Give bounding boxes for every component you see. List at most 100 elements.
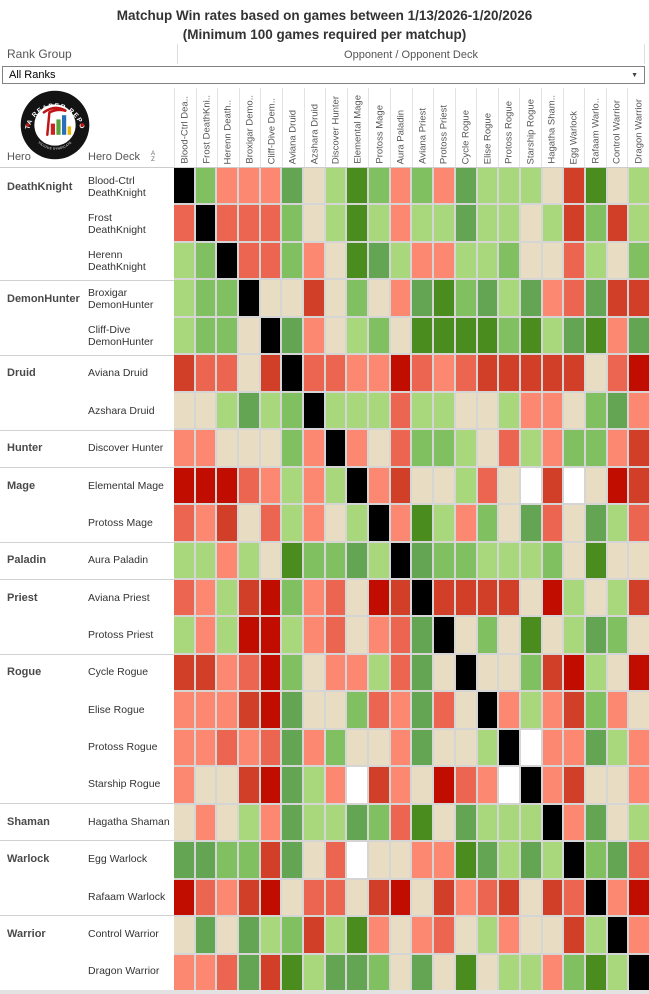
heatmap-cell[interactable] <box>455 879 476 916</box>
heatmap-cell[interactable] <box>390 842 411 878</box>
heatmap-cell[interactable] <box>174 430 194 466</box>
heatmap-cell[interactable] <box>607 917 628 953</box>
hero-deck-label[interactable]: Azshara Druid <box>88 404 155 417</box>
heatmap-cell[interactable] <box>434 879 454 916</box>
heatmap-cell[interactable] <box>239 392 259 429</box>
hero-label[interactable]: Rogue <box>7 666 42 679</box>
hero-deck-label[interactable]: Herenn DeathKnight <box>88 249 146 274</box>
hero-deck-label[interactable]: Blood-Ctrl DeathKnight <box>88 174 146 199</box>
heatmap-cell[interactable] <box>304 168 324 204</box>
heatmap-cell[interactable] <box>542 430 563 466</box>
heatmap-cell[interactable] <box>282 467 303 504</box>
heatmap-cell[interactable] <box>412 355 433 391</box>
heatmap-cell[interactable] <box>434 205 454 241</box>
heatmap-cell[interactable] <box>390 242 411 279</box>
heatmap-cell[interactable] <box>520 430 541 466</box>
heatmap-cell[interactable] <box>260 617 281 653</box>
heatmap-cell[interactable] <box>434 654 454 691</box>
heatmap-cell[interactable] <box>542 392 563 429</box>
hero-deck-label[interactable]: Elise Rogue <box>88 703 145 716</box>
heatmap-cell[interactable] <box>542 692 563 728</box>
heatmap-cell[interactable] <box>369 430 389 466</box>
heatmap-cell[interactable] <box>585 542 606 578</box>
opponent-deck-header[interactable]: Azshara Druid <box>303 88 326 167</box>
heatmap-cell[interactable] <box>434 280 454 316</box>
heatmap-cell[interactable] <box>369 729 389 766</box>
opponent-deck-header[interactable]: Protoss Rogue <box>497 88 520 167</box>
heatmap-cell[interactable] <box>607 804 628 841</box>
heatmap-cell[interactable] <box>499 355 519 391</box>
heatmap-cell[interactable] <box>455 467 476 504</box>
heatmap-cell[interactable] <box>260 804 281 841</box>
heatmap-cell[interactable] <box>239 954 259 990</box>
heatmap-cell[interactable] <box>174 280 194 316</box>
heatmap-cell[interactable] <box>520 654 541 691</box>
heatmap-cell[interactable] <box>217 168 238 204</box>
heatmap-cell[interactable] <box>347 804 368 841</box>
heatmap-cell[interactable] <box>260 505 281 541</box>
heatmap-cell[interactable] <box>477 654 498 691</box>
hero-label[interactable]: DemonHunter <box>7 292 80 305</box>
heatmap-cell[interactable] <box>239 355 259 391</box>
heatmap-cell[interactable] <box>434 242 454 279</box>
heatmap-cell[interactable] <box>347 692 368 728</box>
heatmap-cell[interactable] <box>304 392 324 429</box>
heatmap-cell[interactable] <box>347 467 368 504</box>
heatmap-cell[interactable] <box>585 280 606 316</box>
heatmap-cell[interactable] <box>607 505 628 541</box>
heatmap-cell[interactable] <box>477 804 498 841</box>
rank-group-dropdown[interactable]: All Ranks ▼ <box>2 66 645 84</box>
heatmap-cell[interactable] <box>477 692 498 728</box>
heatmap-cell[interactable] <box>607 355 628 391</box>
hero-label[interactable]: Hunter <box>7 442 43 455</box>
hero-label[interactable]: Warlock <box>7 853 50 866</box>
heatmap-cell[interactable] <box>542 505 563 541</box>
heatmap-cell[interactable] <box>412 205 433 241</box>
heatmap-cell[interactable] <box>607 729 628 766</box>
hero-deck-label[interactable]: Aviana Priest <box>88 591 150 604</box>
opponent-deck-header[interactable]: Broxigar Demo.. <box>238 88 261 167</box>
heatmap-cell[interactable] <box>542 917 563 953</box>
heatmap-cell[interactable] <box>347 355 368 391</box>
hero-label[interactable]: Paladin <box>7 554 47 567</box>
heatmap-cell[interactable] <box>455 579 476 616</box>
heatmap-cell[interactable] <box>564 842 584 878</box>
heatmap-cell[interactable] <box>282 542 303 578</box>
heatmap-cell[interactable] <box>347 654 368 691</box>
heatmap-cell[interactable] <box>499 168 519 204</box>
heatmap-cell[interactable] <box>347 917 368 953</box>
heatmap-cell[interactable] <box>325 767 346 803</box>
heatmap-cell[interactable] <box>607 317 628 354</box>
heatmap-cell[interactable] <box>412 392 433 429</box>
heatmap-cell[interactable] <box>217 355 238 391</box>
heatmap-cell[interactable] <box>195 430 216 466</box>
heatmap-cell[interactable] <box>239 579 259 616</box>
heatmap-cell[interactable] <box>520 954 541 990</box>
heatmap-cell[interactable] <box>477 879 498 916</box>
horizontal-scrollbar[interactable] <box>0 990 649 994</box>
heatmap-cell[interactable] <box>564 355 584 391</box>
heatmap-cell[interactable] <box>325 879 346 916</box>
heatmap-cell[interactable] <box>282 617 303 653</box>
heatmap-cell[interactable] <box>585 430 606 466</box>
heatmap-cell[interactable] <box>434 692 454 728</box>
heatmap-cell[interactable] <box>195 355 216 391</box>
heatmap-cell[interactable] <box>174 879 194 916</box>
heatmap-cell[interactable] <box>347 317 368 354</box>
heatmap-cell[interactable] <box>607 280 628 316</box>
heatmap-cell[interactable] <box>629 205 649 241</box>
heatmap-cell[interactable] <box>304 505 324 541</box>
heatmap-cell[interactable] <box>412 954 433 990</box>
heatmap-cell[interactable] <box>607 767 628 803</box>
hero-deck-label[interactable]: Aura Paladin <box>88 554 149 567</box>
heatmap-cell[interactable] <box>347 617 368 653</box>
heatmap-cell[interactable] <box>607 392 628 429</box>
heatmap-cell[interactable] <box>239 467 259 504</box>
heatmap-cell[interactable] <box>434 317 454 354</box>
hero-column-header[interactable]: Hero <box>7 151 31 163</box>
heatmap-cell[interactable] <box>520 280 541 316</box>
heatmap-cell[interactable] <box>520 205 541 241</box>
heatmap-cell[interactable] <box>520 392 541 429</box>
opponent-deck-header[interactable]: Cliff-Dive Dem.. <box>260 88 282 167</box>
heatmap-cell[interactable] <box>369 542 389 578</box>
